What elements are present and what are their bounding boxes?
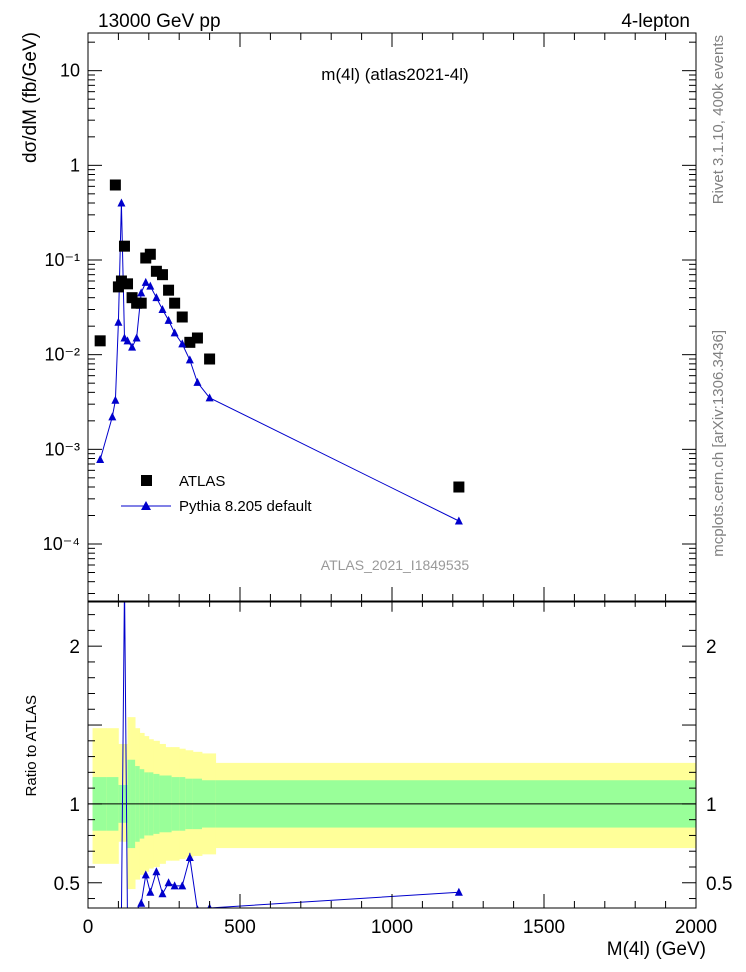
ratio-point [178, 881, 187, 890]
mc-data-points [96, 198, 463, 525]
x-axis-label: M(4l) (GeV) [607, 939, 706, 960]
x-tick-label: 2000 [675, 917, 717, 938]
atlas-point [191, 332, 203, 344]
ratio-point [158, 889, 167, 898]
x-tick-label: 1000 [371, 917, 413, 938]
mc-point [128, 342, 137, 351]
atlas-point [163, 284, 175, 296]
main-panel: 10 1 10⁻¹ 10⁻² 10⁻³ 10⁻⁴ m(4l) (atlas2021-4l)… [20, 32, 697, 602]
mc-point [454, 516, 463, 525]
atlas-point [176, 311, 188, 323]
ratio-point [152, 867, 161, 876]
ratio-y-ticks: 0.5 0.5 1 1 2 2 [54, 614, 732, 900]
analysis-label: ATLAS_2021_I1849535 [321, 557, 470, 573]
ratio-y-tick-label-right: 2 [706, 637, 717, 658]
ratio-y-tick-label: 2 [69, 637, 80, 658]
atlas-point [109, 179, 121, 191]
ratio-point [185, 853, 194, 862]
x-tick-label: 1500 [523, 917, 565, 938]
ratio-y-tick-label: 1 [69, 795, 80, 816]
ratio-point [170, 881, 179, 890]
mc-point [141, 277, 150, 286]
ratio-point [137, 898, 146, 907]
rivet-label: Rivet 3.1.10, 400k events [710, 35, 727, 204]
ratio-point [195, 905, 199, 908]
mc-point [193, 377, 202, 386]
atlas-point [135, 297, 147, 309]
ratio-panel: 0.5 0.5 1 1 2 2 0 500 1000 1500 2000 Ratio to ATL… [23, 601, 732, 960]
legend-mc-label: Pythia 8.205 default [179, 498, 312, 515]
ratio-y-tick-label: 0.5 [54, 874, 80, 895]
mc-point [146, 281, 155, 290]
main-y-tick-label: 10⁻³ [44, 439, 80, 459]
mc-point [123, 336, 132, 345]
mc-point [185, 355, 194, 364]
mc-point [137, 288, 146, 297]
mc-point [114, 317, 123, 326]
legend-atlas-marker [141, 475, 152, 486]
header-left: 13000 GeV pp [98, 11, 221, 32]
mc-point [205, 393, 214, 402]
atlas-point [204, 353, 216, 365]
main-y-ticks: 10 1 10⁻¹ 10⁻² 10⁻³ 10⁻⁴ [43, 41, 696, 595]
atlas-point [169, 297, 181, 309]
atlas-data-points [94, 179, 465, 493]
main-y-tick-label: 10⁻¹ [44, 250, 80, 270]
atlas-point [184, 336, 196, 348]
ratio-point [146, 887, 155, 896]
atlas-point [122, 278, 134, 290]
ratio-uncertainty-bands [92, 717, 697, 890]
legend: ATLAS Pythia 8.205 default [121, 473, 312, 515]
ratio-y-axis-label: Ratio to ATLAS [23, 695, 40, 796]
atlas-point [453, 481, 465, 493]
ratio-y-tick-label-right: 0.5 [706, 874, 732, 895]
atlas-point [150, 265, 162, 277]
atlas-point [144, 248, 156, 260]
plot-title: m(4l) (atlas2021-4l) [321, 65, 468, 84]
mc-point [111, 395, 120, 404]
ratio-y-tick-label-right: 1 [706, 795, 717, 816]
atlas-point [94, 335, 106, 347]
atlas-point [115, 275, 127, 287]
ratio-x-ticks: 0 500 1000 1500 2000 [83, 602, 717, 938]
mc-point [96, 455, 105, 464]
mc-point [170, 328, 179, 337]
ratio-point [164, 878, 173, 887]
atlas-point [112, 281, 124, 293]
mc-point [108, 412, 117, 421]
ratio-point [454, 887, 463, 896]
mc-point [132, 333, 141, 342]
main-y-axis-label: dσ/dM (fb/GeV) [20, 32, 41, 163]
mc-point [158, 305, 167, 314]
legend-atlas-label: ATLAS [179, 473, 225, 490]
main-x-ticks [87, 33, 697, 601]
mc-point [117, 198, 126, 207]
x-tick-label: 500 [224, 917, 256, 938]
ratio-point [141, 870, 150, 879]
main-y-tick-label: 10⁻² [44, 345, 80, 365]
main-y-tick-label: 10 [60, 61, 80, 81]
legend-mc-marker [141, 501, 151, 510]
mc-point [178, 339, 187, 348]
ratio-mc-points [137, 852, 463, 908]
mcplots-label: mcplots.cern.ch [arXiv:1306.3436] [710, 330, 727, 557]
mc-point [152, 293, 161, 302]
main-y-tick-label: 1 [70, 155, 80, 175]
mc-point [164, 315, 173, 324]
x-tick-label: 0 [83, 917, 94, 938]
header-right: 4-lepton [621, 11, 690, 32]
atlas-point [156, 269, 168, 281]
main-y-tick-label: 10⁻⁴ [43, 534, 80, 554]
atlas-point [118, 240, 130, 252]
